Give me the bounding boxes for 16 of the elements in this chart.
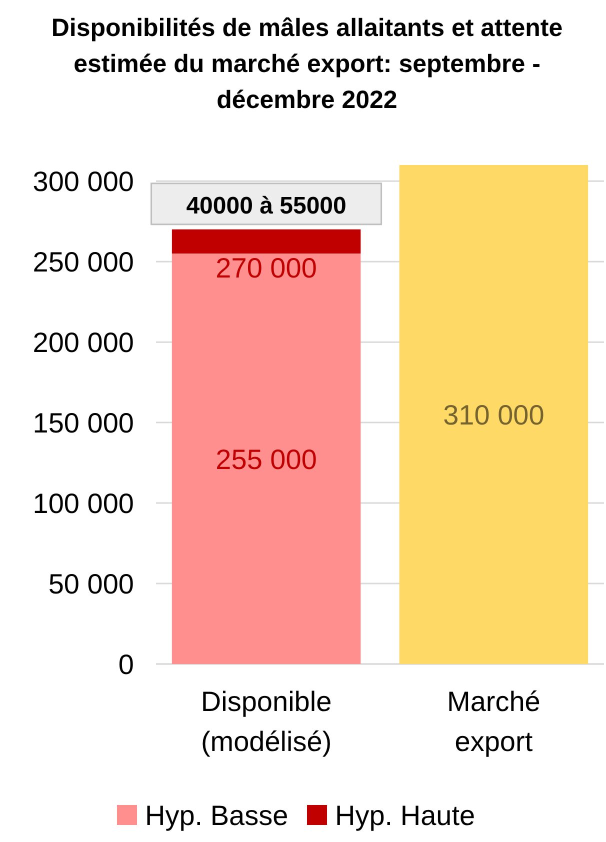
y-tick-label: 150 000 [32, 408, 134, 439]
total-label: 270 000 [216, 252, 317, 284]
legend-label: Hyp. Haute [335, 800, 476, 831]
y-tick-label: 250 000 [32, 246, 134, 278]
x-tick-label: Disponible (modélisé) [200, 686, 332, 757]
y-tick-label: 0 [118, 649, 134, 680]
data-label: 255 000 [216, 444, 317, 475]
legend-label: Hyp. Basse [145, 800, 288, 831]
x-tick-label: Marché export [447, 686, 540, 757]
data-label: 310 000 [443, 400, 544, 430]
annotation: 40000 à 55000 [186, 192, 346, 220]
y-tick-label: 100 000 [32, 488, 134, 520]
y-tick-label: 50 000 [48, 568, 134, 600]
chart-title: Disponibilités de mâles allaitants et attente estimée du marché export: septembre - décembre 2022 [51, 14, 563, 114]
y-tick-label: 200 000 [32, 327, 134, 358]
y-tick-label: 300 000 [32, 166, 134, 198]
